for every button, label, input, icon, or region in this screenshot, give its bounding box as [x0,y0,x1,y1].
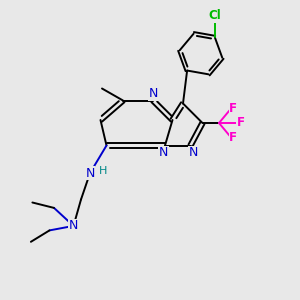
Text: F: F [229,102,237,116]
Text: F: F [229,130,237,144]
Text: N: N [85,167,95,180]
Text: N: N [189,146,198,159]
Text: Cl: Cl [208,9,221,22]
Text: F: F [237,116,245,130]
Text: N: N [69,219,78,232]
Text: N: N [148,87,158,101]
Text: N: N [159,146,168,159]
Text: H: H [98,166,107,176]
